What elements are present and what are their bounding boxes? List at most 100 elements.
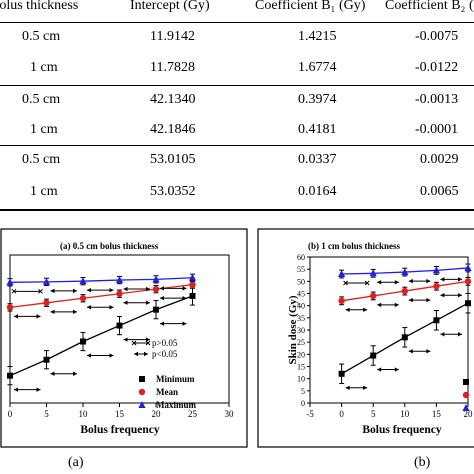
data-point	[188, 273, 197, 281]
x-tick-label: 10	[79, 409, 89, 419]
y-tick-label: 60	[297, 253, 305, 262]
significance-arrow-head	[182, 286, 187, 291]
significance-arrow-head	[394, 280, 399, 285]
data-point	[152, 285, 160, 293]
table-cell: -0.0122	[415, 60, 459, 75]
significance-arrow-head	[377, 280, 382, 285]
data-point	[370, 292, 377, 300]
chart-panel-b: (b) 1 cm bolus thickness-5 0 5 10 15 20051015…	[257, 228, 474, 448]
data-point	[338, 270, 346, 278]
significance-arrow-head	[73, 371, 77, 376]
table-cell: 1.6774	[298, 60, 337, 75]
x-tick-label: 30	[225, 409, 235, 419]
table-cell: 1 cm	[30, 60, 58, 75]
chart-title: (a) 0.5 cm bolus thickness	[60, 241, 159, 251]
panel-frame	[0, 228, 248, 448]
data-point	[152, 275, 160, 283]
data-point	[433, 283, 440, 290]
data-point	[189, 281, 196, 288]
y-tick-label: 15	[297, 363, 305, 372]
legend-label: Mean	[156, 387, 178, 397]
data-point	[338, 370, 345, 377]
table-cell: -0.0013	[415, 92, 459, 107]
data-point	[79, 295, 87, 302]
y-tick-label: 55	[297, 265, 305, 274]
significance-arrow-head	[123, 286, 128, 292]
nonsignificance-bar-end	[343, 280, 370, 286]
significance-arrow-head	[345, 307, 350, 312]
x-axis-label: Bolus frequency	[362, 424, 442, 436]
y-tick-label: 50	[297, 277, 305, 286]
caption-b: (b)	[414, 455, 431, 470]
y-tick-label: 20	[297, 350, 305, 359]
data-point	[153, 306, 159, 313]
data-point	[43, 356, 50, 363]
significance-arrow-head	[109, 353, 114, 358]
table-cell: 0.4181	[298, 122, 337, 137]
significance-arrow-head	[160, 286, 164, 291]
significance-arrow-head	[73, 309, 77, 315]
table-cell: 0.5 cm	[22, 152, 61, 167]
significance-arrow-head	[440, 277, 445, 282]
significance-arrow-head	[50, 288, 55, 294]
significance-arrow-head	[123, 300, 128, 305]
table-cell: -0.0075	[415, 29, 459, 44]
significance-arrow-head	[394, 302, 399, 308]
significance-arrow-head	[36, 387, 41, 392]
significance-arrow-head	[134, 351, 138, 357]
x-tick-label: 0	[339, 409, 344, 419]
table-cell: 42.1846	[150, 122, 196, 137]
panel-frame	[257, 228, 474, 448]
significance-arrow-head	[440, 293, 445, 298]
y-tick-label: 35	[297, 314, 305, 323]
significance-arrow-head	[14, 314, 18, 319]
data-point	[7, 372, 13, 379]
x-axis-label: Bolus frequency	[80, 424, 160, 436]
data-point	[6, 304, 14, 311]
data-point	[401, 287, 408, 295]
chart-title: (b) 1 cm bolus thickness	[308, 241, 401, 251]
table-cell: -0.0001	[415, 122, 459, 137]
significance-arrow-head	[426, 349, 431, 354]
data-point	[43, 299, 50, 307]
significance-arrow-head	[50, 371, 55, 376]
table-cell: 0.0029	[420, 152, 459, 167]
table-cell: 1.4215	[298, 29, 337, 44]
significance-arrow-head	[146, 337, 150, 342]
data-point	[401, 334, 408, 341]
data-point	[79, 277, 87, 285]
data-point	[401, 268, 409, 276]
y-axis-label: Skin dose (Gy)	[287, 295, 299, 364]
x-tick-label: 20	[152, 409, 162, 419]
header-coefficient-b2: Coefficient B₂ (	[385, 0, 474, 13]
significance-arrow-head	[87, 353, 91, 358]
significance-arrow-head	[146, 300, 150, 305]
data-point	[80, 338, 86, 345]
nonsignificance-bar-end	[131, 340, 151, 346]
table-bottom-rule	[0, 209, 474, 211]
table-cell: 1 cm	[30, 184, 58, 199]
data-point	[370, 352, 377, 359]
series-line	[9, 277, 193, 283]
significance-arrow-head	[408, 349, 413, 354]
significance-arrow-head	[426, 278, 431, 284]
table-cell: 11.7828	[150, 60, 195, 75]
significance-arrow-head	[440, 332, 445, 337]
annotation-legend-label: p<0.05	[152, 349, 178, 359]
significance-arrow-head	[109, 287, 114, 293]
data-point	[369, 269, 377, 277]
table-rule	[0, 85, 474, 86]
header-intercept: Intercept (Gy)	[130, 0, 210, 13]
caption-a: (a)	[68, 455, 84, 470]
x-tick-label: 20	[464, 409, 474, 419]
data-point	[462, 391, 470, 399]
data-point	[115, 276, 124, 284]
y-tick-label: 10	[297, 375, 305, 384]
table-cell: 0.0337	[298, 152, 337, 167]
x-tick-label: -5	[306, 409, 314, 419]
significance-arrow-head	[377, 302, 382, 308]
table-cell: 0.0164	[298, 184, 337, 199]
data-point	[433, 317, 440, 324]
legend-label: Minimum	[156, 374, 195, 384]
nonsignificance-bar-end	[11, 288, 43, 294]
